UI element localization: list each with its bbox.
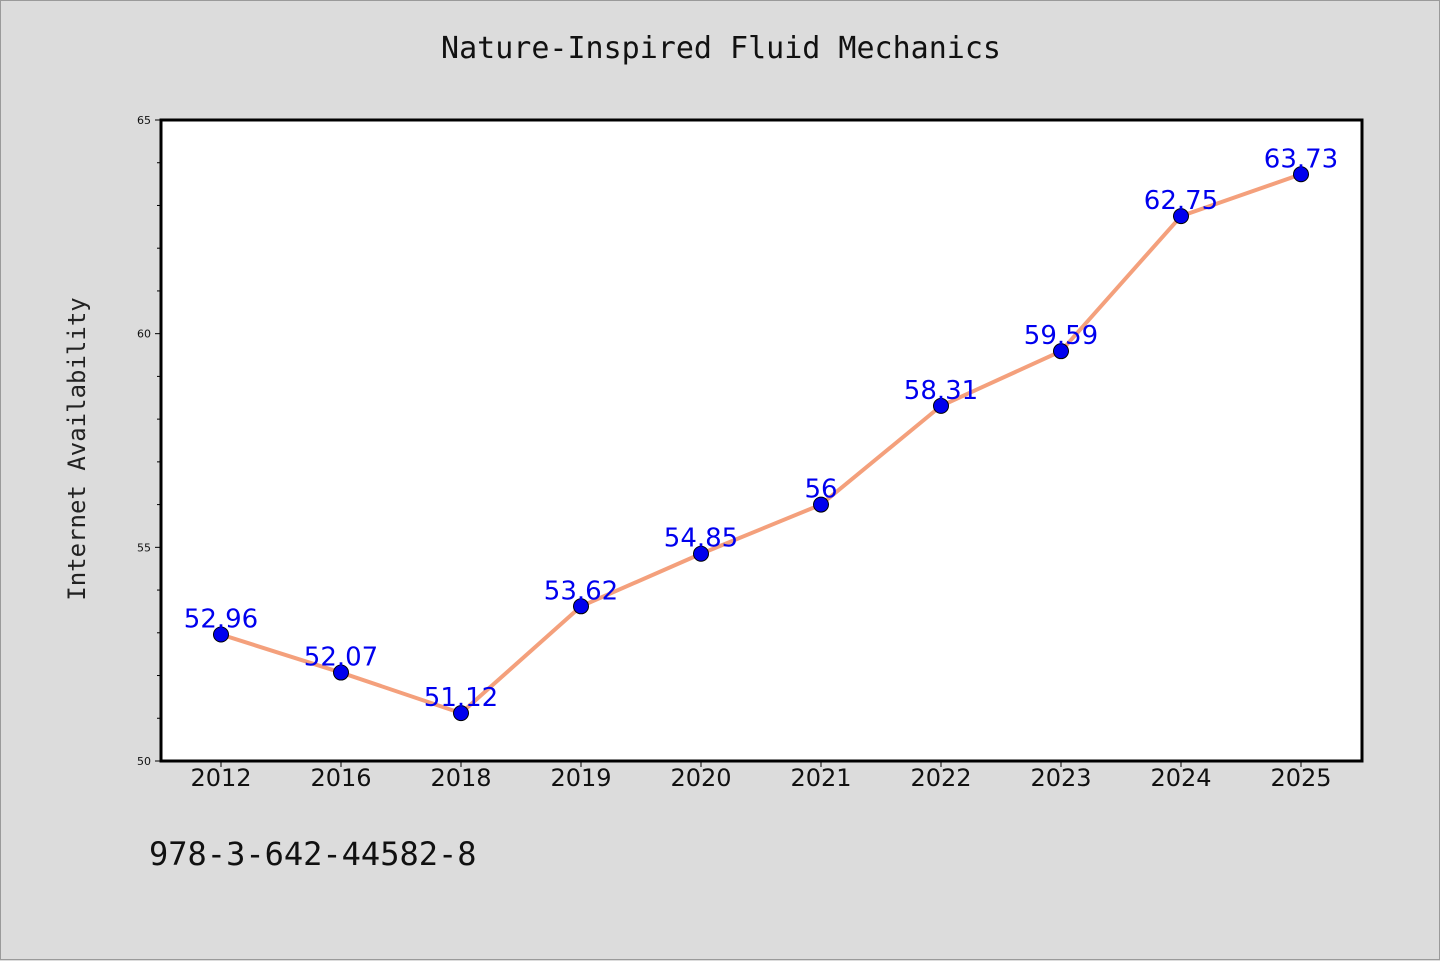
data-point	[453, 705, 469, 722]
data-label: 52.07	[304, 643, 378, 673]
x-tick-label: 2020	[670, 764, 731, 792]
data-label: 54.85	[664, 524, 738, 554]
data-label: 58.31	[904, 376, 978, 406]
x-tick-label: 2025	[1270, 764, 1331, 792]
series-line	[219, 172, 1303, 716]
plot-area	[159, 118, 1364, 763]
x-tick-label: 2024	[1150, 764, 1211, 792]
data-point	[1293, 166, 1309, 183]
data-point	[573, 598, 589, 615]
x-axis: 2012 2016 2018 2019 2020 2021 2022 2023 2024 2025	[190, 761, 1332, 792]
y-tick-label: 60	[137, 328, 151, 341]
x-tick-label: 2019	[550, 764, 611, 792]
data-label: 52.96	[184, 605, 258, 635]
data-point	[693, 545, 709, 562]
x-tick-label: 2023	[1030, 764, 1091, 792]
series-layer: 52.96 52.07 51.12 53.62 54.85 56 58.31 59.59 62.…	[184, 144, 1338, 722]
footer-code: 978-3-642-44582-8	[149, 835, 477, 873]
data-point	[933, 397, 949, 414]
data-label: 51.12	[424, 683, 498, 713]
data-label: 53.62	[544, 576, 618, 606]
y-tick-label: 55	[137, 541, 151, 554]
chart-title: Nature-Inspired Fluid Mechanics	[441, 31, 1001, 66]
data-label: 63.73	[1264, 144, 1338, 174]
data-point	[213, 626, 229, 643]
data-label: 62.75	[1144, 186, 1218, 216]
x-tick-label: 2016	[310, 764, 371, 792]
y-tick-label: 50	[137, 755, 151, 768]
data-label: 59.59	[1024, 321, 1098, 351]
data-label: 56	[804, 475, 837, 505]
data-point	[1053, 343, 1069, 360]
y-axis: 50 55 60 65	[137, 114, 161, 768]
x-tick-label: 2021	[790, 764, 851, 792]
data-point	[1173, 208, 1189, 225]
x-tick-label: 2012	[190, 764, 251, 792]
data-point	[813, 496, 829, 513]
x-tick-label: 2022	[910, 764, 971, 792]
x-tick-label: 2018	[430, 764, 491, 792]
y-tick-label: 65	[137, 114, 151, 127]
data-point	[333, 664, 349, 681]
